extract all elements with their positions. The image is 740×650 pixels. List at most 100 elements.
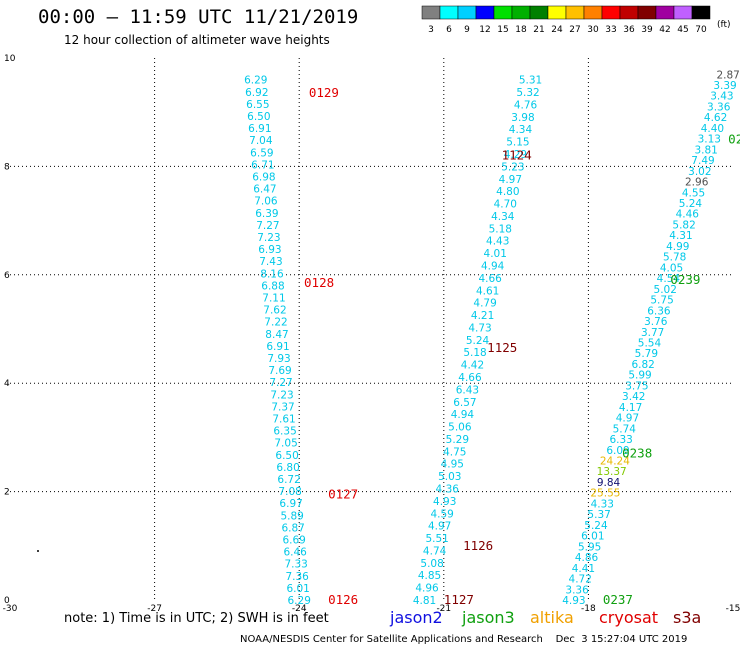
wave-height-value: 4.79 xyxy=(473,298,496,310)
wave-height-value: 5.75 xyxy=(650,295,673,307)
wave-height-value: 6.88 xyxy=(261,280,284,292)
wave-height-value: 4.33 xyxy=(591,498,614,510)
legend-jason3: jason3 xyxy=(462,608,515,627)
wave-height-value: 4.29 xyxy=(504,149,527,161)
wave-height-value: 6.91 xyxy=(266,341,289,353)
wave-height-value: 8.47 xyxy=(265,329,288,341)
wave-height-value: 3.36 xyxy=(565,584,589,596)
wave-height-value: 7.11 xyxy=(262,292,285,304)
wave-height-value: 2.96 xyxy=(685,177,709,189)
wave-height-value: 5.15 xyxy=(506,137,529,149)
legend-cryosat: cryosat xyxy=(599,608,659,627)
wave-height-value: 8.16 xyxy=(260,268,284,280)
wave-height-value: 7.05 xyxy=(274,438,297,450)
wave-height-value: 5.54 xyxy=(638,337,662,349)
wave-height-value: 4.21 xyxy=(471,310,494,322)
wave-height-value: 6.50 xyxy=(247,111,270,123)
wave-height-value: 4.76 xyxy=(514,99,538,111)
wave-height-value: 7.23 xyxy=(270,389,293,401)
wave-height-value: 4.42 xyxy=(461,360,484,372)
wave-height-value: 6.01 xyxy=(286,583,309,595)
wave-height-value: 4.41 xyxy=(572,563,595,575)
colorbar-swatch xyxy=(655,5,675,20)
y-tick-label: 6 xyxy=(4,271,10,281)
colorbar-swatch xyxy=(637,5,657,20)
colorbar-swatch xyxy=(457,5,477,20)
wave-height-value: 4.97 xyxy=(616,413,639,425)
colorbar-swatch xyxy=(565,5,585,20)
wave-height-value: 5.79 xyxy=(635,348,658,360)
track-1: 6.296.926.556.506.917.046.596.716.986.47… xyxy=(244,75,311,607)
pass-label: 0127 xyxy=(328,486,358,501)
wave-height-value: 4.93 xyxy=(433,496,456,508)
pass-label: 0126 xyxy=(328,592,358,607)
wave-height-value: 3.75 xyxy=(625,380,648,392)
wave-height-value: 6.72 xyxy=(277,474,300,486)
wave-height-value: 3.76 xyxy=(644,316,668,328)
wave-height-value: 6.80 xyxy=(276,462,299,474)
wave-height-value: 2.87 xyxy=(716,69,739,81)
wave-height-value: 3.36 xyxy=(707,101,731,113)
legend-altika: altika xyxy=(530,608,574,627)
wave-height-value: 3.42 xyxy=(622,391,645,403)
wave-height-value: 5.37 xyxy=(587,509,610,521)
wave-height-value: 3.39 xyxy=(713,80,736,92)
wave-height-value: 6.57 xyxy=(453,397,476,409)
wave-height-value: 5.23 xyxy=(501,161,524,173)
pass-label: 0239 xyxy=(670,272,700,287)
pass-label: 02- xyxy=(728,131,740,146)
colorbar-swatch xyxy=(439,5,459,20)
pass-label: 0128 xyxy=(304,275,334,290)
colorbar-label: 70 xyxy=(695,25,707,35)
wave-height-value: 4.46 xyxy=(676,209,700,221)
footer-note: note: 1) Time is in UTC; 2) SWH is in fe… xyxy=(64,611,329,626)
wave-height-value: 6.43 xyxy=(456,384,479,396)
wave-height-value: 4.94 xyxy=(451,409,475,421)
wave-height-value: 6.82 xyxy=(631,359,654,371)
wave-height-value: 3.02 xyxy=(688,166,711,178)
y-tick-label: 2 xyxy=(4,488,10,498)
wave-height-value: 4.61 xyxy=(476,285,499,297)
wave-height-value: 5.24 xyxy=(466,335,490,347)
pass-label: 0129 xyxy=(309,85,339,100)
colorbar-label: 12 xyxy=(479,25,490,35)
wave-height-value: 5.02 xyxy=(654,284,677,296)
colorbar-label: 33 xyxy=(605,25,616,35)
y-tick-label: 8 xyxy=(4,162,10,172)
wave-height-value: 5.89 xyxy=(280,510,303,522)
wave-height-value: 7.61 xyxy=(272,413,295,425)
wave-height-value: 7.36 xyxy=(285,571,309,583)
wave-height-value: 6.46 xyxy=(283,547,307,559)
wave-height-value: 6.33 xyxy=(609,434,632,446)
wave-height-value: 4.93 xyxy=(562,595,585,607)
y-tick-label: 10 xyxy=(4,54,16,64)
colorbar-swatch xyxy=(673,5,693,20)
wave-height-value: 5.18 xyxy=(463,347,486,359)
wave-height-value: 4.86 xyxy=(575,552,599,564)
wave-height-value: 5.03 xyxy=(438,471,461,483)
wave-height-value: 7.04 xyxy=(249,135,273,147)
wave-height-value: 4.96 xyxy=(415,583,439,595)
wave-height-value: 4.40 xyxy=(701,123,724,135)
legend-jason2: jason2 xyxy=(390,608,443,627)
pass-label: 1127 xyxy=(444,592,474,607)
wave-height-value: 7.33 xyxy=(284,559,307,571)
wave-height-value: 5.74 xyxy=(613,423,637,435)
wave-height-value: 4.81 xyxy=(413,595,436,607)
colorbar-swatch xyxy=(421,5,441,20)
wave-height-value: 4.94 xyxy=(481,261,505,273)
wave-height-value: 3.98 xyxy=(511,112,534,124)
colorbar-label: 18 xyxy=(515,25,527,35)
wave-height-value: 6.39 xyxy=(255,208,278,220)
colorbar-legend: 3 6 9 12 15 18 21 24 27 30 33 36 39 42 45 70 xyxy=(421,5,711,35)
wave-height-value: 6.29 xyxy=(288,595,311,607)
wave-height-value: 7.23 xyxy=(257,232,280,244)
wave-height-value: 6.29 xyxy=(244,75,267,87)
wave-height-value: 5.18 xyxy=(489,223,512,235)
wave-height-value: 4.97 xyxy=(428,521,451,533)
wave-height-value: 6.55 xyxy=(246,99,269,111)
wave-height-value: 7.22 xyxy=(264,317,287,329)
colorbar-label: 30 xyxy=(587,25,599,35)
colorbar-label: 45 xyxy=(677,25,688,35)
colorbar-label: 21 xyxy=(533,25,544,35)
